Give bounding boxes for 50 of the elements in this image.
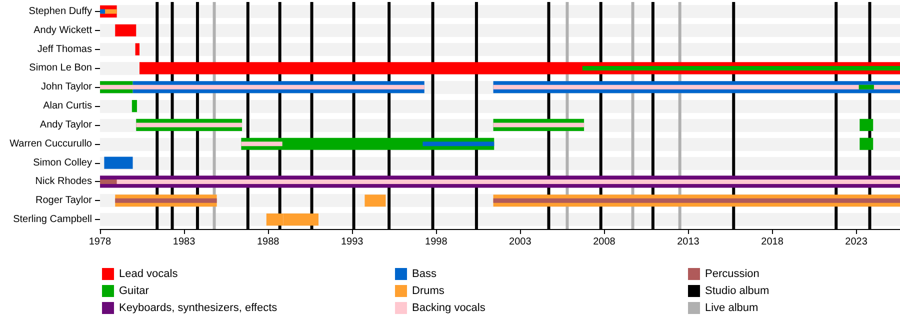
y-tick-label: Andy Wickett [34, 24, 92, 36]
bar [858, 84, 874, 90]
y-tick-label: Andy Taylor [40, 119, 93, 130]
bar [100, 179, 117, 184]
bar [100, 9, 106, 14]
y-tick-label: Simon Colley [33, 157, 92, 168]
x-tick-label: 1988 [256, 236, 280, 248]
x-tick-label: 1998 [425, 236, 448, 248]
x-tick-label: 1978 [88, 236, 112, 248]
x-tick-label: 2008 [593, 236, 616, 248]
legend-label: Bass [412, 268, 437, 280]
bar [860, 118, 874, 132]
legend-label: Drums [412, 285, 445, 297]
bar [493, 198, 900, 203]
bar [860, 138, 874, 150]
bar [136, 122, 242, 128]
bar [422, 142, 494, 146]
x-tick-label: 1983 [172, 236, 196, 248]
y-tick-label: Alan Curtis [43, 100, 92, 112]
y-tick-label: John Taylor [41, 82, 93, 93]
bar [104, 156, 133, 169]
bar [582, 66, 900, 70]
bar [132, 100, 137, 112]
legend-label: Studio album [705, 285, 770, 297]
bar [493, 84, 900, 90]
legend-label: Keyboards, synthesizers, effects [119, 302, 278, 314]
legend-label: Guitar [119, 285, 150, 297]
legend-label: Percussion [705, 268, 760, 280]
bar [115, 198, 217, 203]
y-tick-label: Nick Rhodes [35, 176, 92, 188]
legend-label: Lead vocals [119, 268, 178, 280]
bar [135, 43, 140, 56]
legend-label: Backing vocals [412, 302, 486, 314]
x-tick-label: 2023 [845, 236, 868, 248]
y-tick-label: Sterling Campbell [13, 214, 92, 226]
y-tick-label: Jeff Thomas [37, 44, 92, 55]
x-tick-label: 1993 [340, 236, 364, 248]
y-tick-label: Roger Taylor [35, 195, 93, 206]
y-tick-label: Simon Le Bon [29, 62, 92, 74]
legend-label: Live album [705, 302, 758, 314]
x-tick-label: 2018 [761, 236, 784, 248]
y-tick-label: Warren Cuccurullo [10, 138, 92, 150]
bar [493, 122, 584, 128]
bar [364, 194, 386, 207]
x-tick-label: 2003 [509, 236, 532, 248]
bar [100, 84, 424, 90]
y-tick-label: Stephen Duffy [28, 6, 92, 17]
x-tick-label: 2013 [677, 236, 700, 248]
bar [241, 142, 282, 146]
bar [115, 24, 136, 36]
